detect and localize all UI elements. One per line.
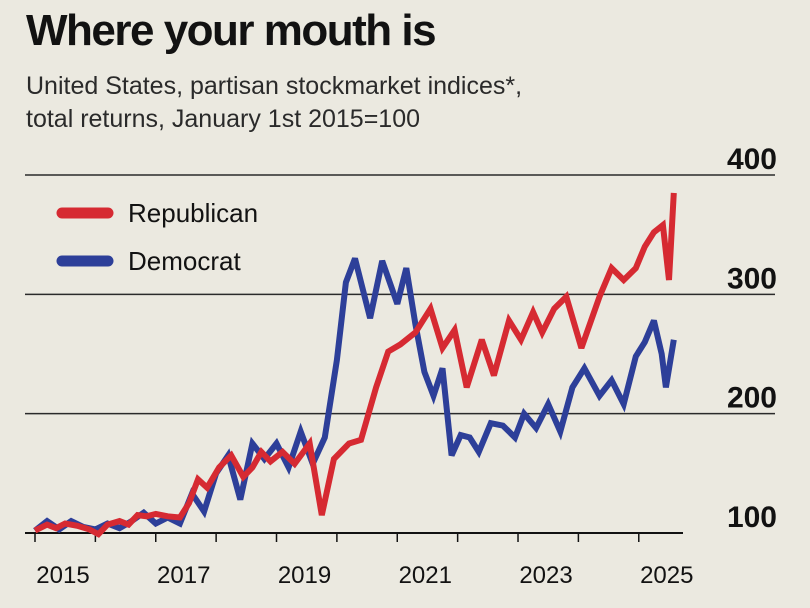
series-line-democrat	[33, 257, 677, 534]
x-tick-label-2023: 2023	[519, 562, 572, 589]
legend: Republican Democrat	[56, 198, 258, 276]
legend-label-democrat: Democrat	[128, 246, 241, 276]
chart-title: Where your mouth is	[26, 6, 437, 55]
series-lines	[33, 192, 677, 538]
x-tick-label-2025: 2025	[640, 562, 693, 589]
subtitle-line-1: United States, partisan stockmarket indi…	[26, 72, 523, 100]
series-line-republican	[33, 192, 677, 538]
y-axis-ticks: 100 200 300 400	[727, 143, 777, 534]
chart-subtitle: United States, partisan stockmarket indi…	[26, 70, 726, 136]
y-tick-label-100: 100	[727, 501, 777, 534]
x-axis: 2015 2017 2019 2021 2023 2025	[25, 532, 693, 589]
x-tick-label-2015: 2015	[36, 562, 89, 589]
x-tick-label-2019: 2019	[278, 562, 331, 589]
x-tick-label-2017: 2017	[157, 562, 210, 589]
y-tick-label-200: 200	[727, 382, 777, 415]
y-tick-label-300: 300	[727, 262, 777, 295]
legend-label-republican: Republican	[128, 198, 258, 228]
x-tick-label-2021: 2021	[399, 562, 452, 589]
y-tick-label-400: 400	[727, 143, 777, 176]
subtitle-line-2: total returns, January 1st 2015=100	[26, 105, 421, 133]
